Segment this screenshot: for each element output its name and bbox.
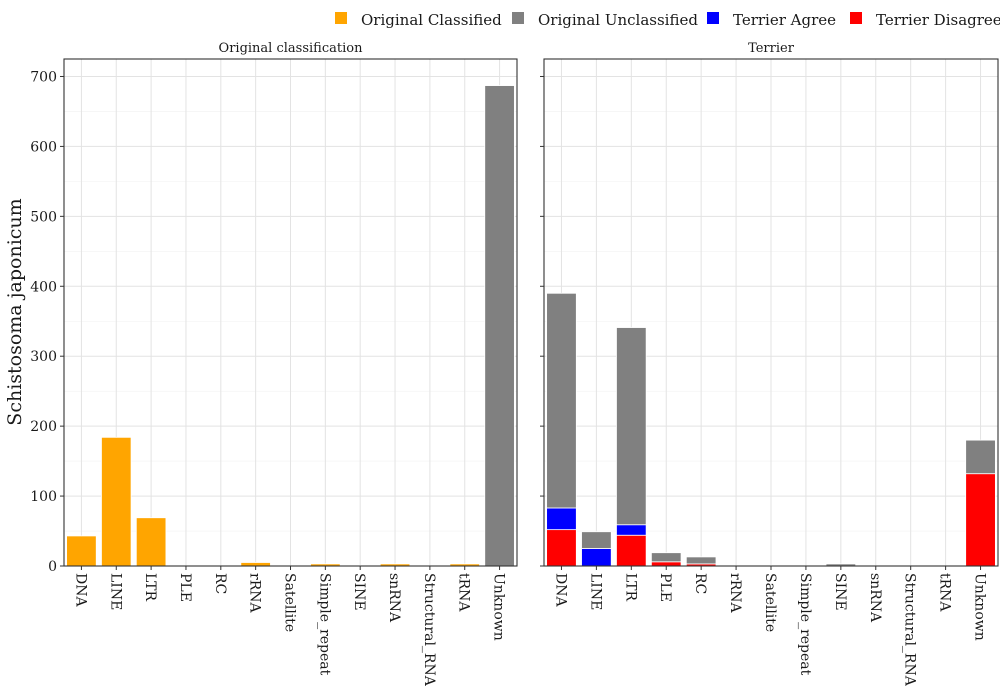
x-tick-label: Unknown (491, 573, 507, 641)
bar (616, 524, 647, 536)
y-tick-label: 700 (30, 69, 57, 85)
bar (546, 507, 577, 531)
y-tick-label: 200 (30, 419, 57, 435)
x-tick-label: LINE (587, 573, 603, 610)
y-tick-label: 300 (30, 349, 57, 365)
x-tick-label: DNA (72, 573, 88, 607)
bar (650, 561, 682, 567)
x-tick-label: RC (692, 573, 708, 594)
x-tick-label: PLE (657, 573, 673, 602)
legend-swatch (512, 12, 524, 24)
y-tick-label: 100 (30, 489, 57, 505)
x-tick-label: snRNA (386, 573, 402, 623)
panel-2: Terrier DNA LINE LTR PLE RC rRNA Satellite Simpl… (540, 41, 999, 687)
legend-label: Original Unclassified (538, 11, 698, 29)
bar (484, 85, 515, 567)
bar (581, 531, 612, 549)
x-tick-label: tRNA (456, 573, 472, 612)
bar (616, 327, 647, 526)
x-tick-label: Structural_RNA (421, 573, 437, 687)
bar (685, 556, 717, 565)
panel-title: Terrier (748, 41, 795, 56)
y-tick-label: 600 (30, 139, 57, 155)
x-tick-label: PLE (177, 573, 193, 602)
panel-1: Original classification 0 100 200 300 400 500 6… (30, 41, 518, 687)
x-tick-label: LTR (622, 573, 638, 601)
x-tick-label: DNA (552, 573, 568, 607)
bar (965, 473, 996, 567)
x-tick-label: Satellite (282, 573, 298, 632)
x-tick-label: LINE (107, 573, 123, 610)
panel-title: Original classification (219, 41, 364, 56)
y-axis-label: Schistosoma japonicum (4, 198, 26, 425)
y-tick-label: 400 (30, 279, 57, 295)
legend-swatch (707, 12, 719, 24)
bar (616, 534, 647, 567)
y-tick-label: 0 (48, 559, 57, 575)
x-tick-label: RC (212, 573, 228, 594)
x-tick-label: SINE (832, 573, 848, 611)
x-tick-label: Unknown (972, 573, 988, 641)
bar (135, 517, 167, 567)
bar (650, 552, 682, 563)
bar (965, 439, 996, 475)
y-tick-label: 500 (30, 209, 57, 225)
x-tick-label: tRNA (937, 573, 953, 612)
legend-label: Original Classified (361, 11, 502, 29)
bar (546, 529, 577, 567)
legend-swatch (850, 12, 862, 24)
x-tick-label: Simple_repeat (797, 573, 813, 676)
x-tick-label: LTR (142, 573, 158, 601)
legend: Original Classified Original Unclassified… (335, 11, 1000, 29)
x-tick-label: SINE (351, 573, 367, 611)
bar (101, 436, 132, 567)
x-tick-label: Structural_RNA (902, 573, 918, 687)
bar (581, 548, 612, 567)
x-tick-label: Satellite (762, 573, 778, 632)
x-tick-label: rRNA (247, 573, 263, 613)
bar (66, 535, 97, 567)
legend-swatch (335, 12, 347, 24)
panels: Original classification 0 100 200 300 400 500 6… (30, 41, 999, 687)
legend-label: Terrier Disagree (876, 11, 1000, 29)
x-tick-label: Simple_repeat (316, 573, 332, 676)
bar (546, 292, 577, 509)
legend-label: Terrier Agree (733, 11, 836, 29)
x-tick-label: snRNA (867, 573, 883, 623)
x-tick-label: rRNA (727, 573, 743, 613)
